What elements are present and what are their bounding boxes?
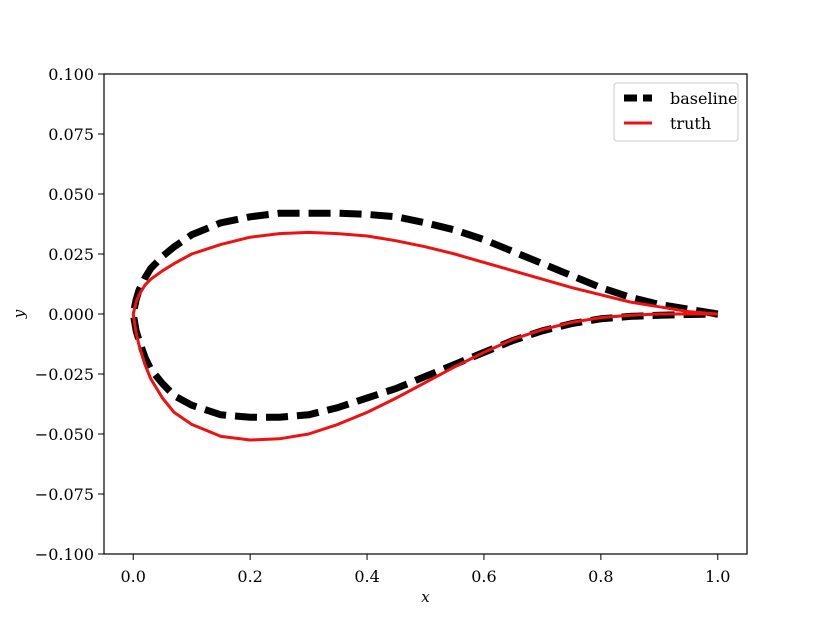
series-line-truth <box>131 230 718 442</box>
y-tick-label: 0.000 <box>48 305 94 324</box>
y-tick-label: −0.025 <box>35 365 94 384</box>
y-axis: −0.100 −0.075 −0.050 −0.025 0.000 0.025 0.050 0… <box>35 65 104 564</box>
legend: baseline truth <box>613 82 739 142</box>
y-tick-label: −0.100 <box>35 545 94 564</box>
y-tick-label: 0.050 <box>48 185 94 204</box>
y-tick-label: 0.075 <box>48 125 94 144</box>
x-tick-label: 0.4 <box>354 567 379 586</box>
legend-baseline-label: baseline <box>670 89 737 108</box>
x-tick-label: 0.2 <box>237 567 262 586</box>
x-tick-label: 0.6 <box>471 567 496 586</box>
legend-truth-label: truth <box>670 114 711 133</box>
y-tick-label: 0.025 <box>48 245 94 264</box>
x-tick-label: 1.0 <box>705 567 730 586</box>
plot-area <box>129 209 719 442</box>
x-axis: 0.0 0.2 0.4 0.6 0.8 1.0 <box>121 554 730 586</box>
x-tick-label: 0.8 <box>588 567 613 586</box>
x-tick-label: 0.0 <box>121 567 146 586</box>
y-axis-label: y <box>10 309 28 319</box>
y-tick-label: −0.050 <box>35 425 94 444</box>
y-tick-label: 0.100 <box>48 65 94 84</box>
x-axis-label: x <box>421 588 430 606</box>
y-tick-label: −0.075 <box>35 485 94 504</box>
